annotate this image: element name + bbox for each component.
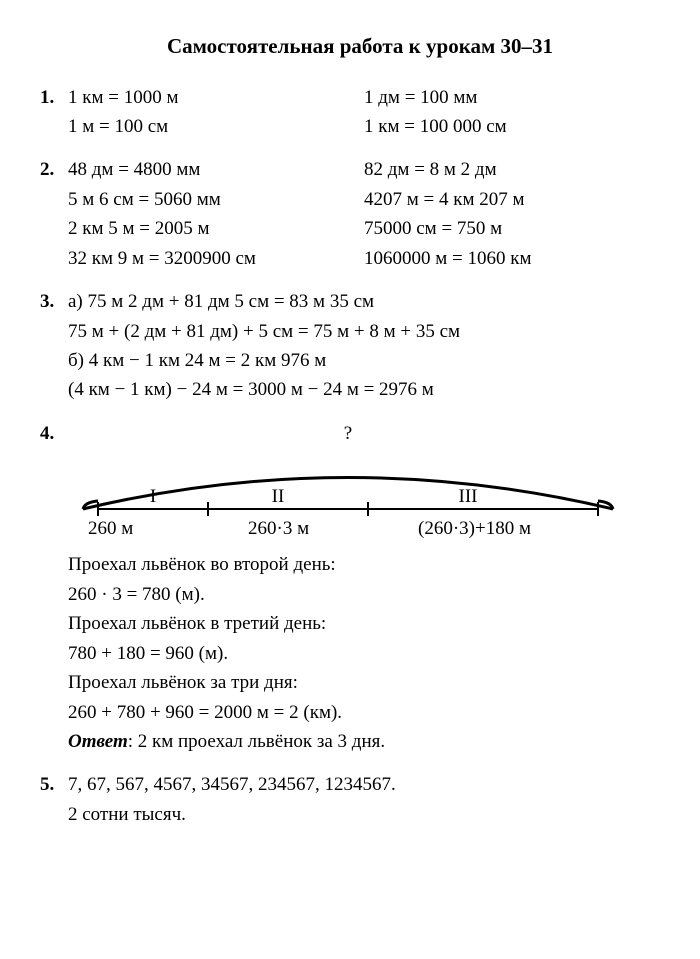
p1-c1-l2: 1 м = 100 см <box>68 112 364 141</box>
problem-4: 4. ? I II III 260 м 260·3 м (260·3)+180 … <box>40 419 660 757</box>
p2-c2-l2: 4207 м = 4 км 207 м <box>364 185 660 214</box>
answer-text: : 2 км проехал львёнок за 3 дня. <box>128 731 385 752</box>
p5-l2: 2 сотни тысяч. <box>68 800 660 829</box>
p1-c1-l1: 1 км = 1000 м <box>68 83 364 112</box>
below-b: 260·3 м <box>248 518 309 539</box>
p4-question-mark: ? <box>68 419 628 448</box>
seg-I: I <box>150 486 156 507</box>
seg-III: III <box>459 486 478 507</box>
p2-c1-l1: 48 дм = 4800 мм <box>68 155 364 184</box>
p4-l6: 260 + 780 + 960 = 2000 м = 2 (км). <box>68 698 660 727</box>
p2-col2: 82 дм = 8 м 2 дм 4207 м = 4 км 207 м 750… <box>364 155 660 273</box>
p1-c2-l1: 1 дм = 100 мм <box>364 83 660 112</box>
problem-5-number: 5. <box>40 770 68 829</box>
below-a: 260 м <box>88 518 133 539</box>
problem-2: 2. 48 дм = 4800 мм 5 м 6 см = 5060 мм 2 … <box>40 155 660 273</box>
p3-l4: (4 км − 1 км) − 24 м = 3000 м − 24 м = 2… <box>68 375 660 404</box>
problem-1-number: 1. <box>40 83 68 142</box>
p4-l1: Проехал львёнок во второй день: <box>68 550 660 579</box>
p2-col1: 48 дм = 4800 мм 5 м 6 см = 5060 мм 2 км … <box>68 155 364 273</box>
problem-2-number: 2. <box>40 155 68 273</box>
p2-c1-l4: 32 км 9 м = 3200900 см <box>68 244 364 273</box>
seg-II: II <box>272 486 285 507</box>
p2-c1-l3: 2 км 5 м = 2005 м <box>68 214 364 243</box>
p1-c2-l2: 1 км = 100 000 см <box>364 112 660 141</box>
p3-l3: б) 4 км − 1 км 24 м = 2 км 976 м <box>68 346 660 375</box>
p3-l2: 75 м + (2 дм + 81 дм) + 5 см = 75 м + 8 … <box>68 317 660 346</box>
p1-col1: 1 км = 1000 м 1 м = 100 см <box>68 83 364 142</box>
p1-col2: 1 дм = 100 мм 1 км = 100 000 см <box>364 83 660 142</box>
answer-label: Ответ <box>68 731 128 752</box>
p4-diagram: I II III 260 м 260·3 м (260·3)+180 м <box>68 454 628 544</box>
p4-answer: Ответ: 2 км проехал львёнок за 3 дня. <box>68 727 660 756</box>
p2-c2-l1: 82 дм = 8 м 2 дм <box>364 155 660 184</box>
p4-l4: 780 + 180 = 960 (м). <box>68 639 660 668</box>
problem-3-number: 3. <box>40 287 68 405</box>
p5-l1: 7, 67, 567, 4567, 34567, 234567, 1234567… <box>68 770 660 799</box>
problem-1: 1. 1 км = 1000 м 1 м = 100 см 1 дм = 100… <box>40 83 660 142</box>
p4-l2: 260 · 3 = 780 (м). <box>68 580 660 609</box>
p4-l5: Проехал львёнок за три дня: <box>68 668 660 697</box>
p2-c2-l3: 75000 см = 750 м <box>364 214 660 243</box>
p4-l3: Проехал львёнок в третий день: <box>68 609 660 638</box>
problem-4-number: 4. <box>40 419 68 757</box>
below-c: (260·3)+180 м <box>418 518 531 539</box>
problem-5: 5. 7, 67, 567, 4567, 34567, 234567, 1234… <box>40 770 660 829</box>
page-title: Самостоятельная работа к урокам 30–31 <box>40 30 660 63</box>
problem-3: 3. а) 75 м 2 дм + 81 дм 5 см = 83 м 35 с… <box>40 287 660 405</box>
p3-l1: а) 75 м 2 дм + 81 дм 5 см = 83 м 35 см <box>68 287 660 316</box>
p2-c1-l2: 5 м 6 см = 5060 мм <box>68 185 364 214</box>
p2-c2-l4: 1060000 м = 1060 км <box>364 244 660 273</box>
